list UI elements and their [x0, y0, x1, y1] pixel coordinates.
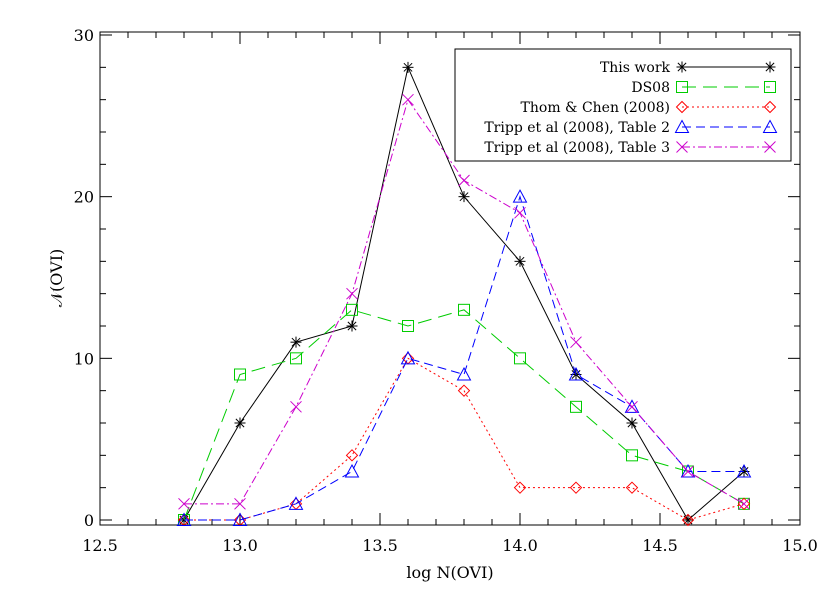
data-point — [458, 303, 470, 316]
y-tick-label: 30 — [74, 26, 94, 45]
data-point — [178, 497, 190, 510]
legend: This work DS08 Thom & Chen (2008) Tripp et … — [454, 48, 792, 162]
legend-marker — [676, 141, 688, 153]
data-point — [458, 174, 470, 187]
data-point — [680, 463, 696, 478]
data-point — [234, 417, 246, 429]
data-point — [514, 255, 526, 267]
series-line — [183, 309, 745, 521]
data-point — [514, 206, 526, 219]
series-line — [184, 357, 745, 521]
plot-frame — [99, 31, 801, 526]
data-point — [512, 189, 528, 203]
data-point — [290, 400, 302, 413]
x-axis-title: log N(OVI) — [406, 563, 493, 582]
legend-label: This work — [600, 60, 671, 76]
y-axis-title: 𝒩(OVI) — [47, 249, 66, 308]
data-point — [457, 384, 471, 397]
data-point — [288, 496, 304, 510]
series-3 — [177, 352, 751, 527]
data-point — [234, 497, 246, 510]
data-point — [568, 366, 584, 381]
data-point — [626, 449, 638, 462]
series-2 — [178, 303, 750, 526]
data-point — [402, 61, 414, 73]
x-tick-label: 13.0 — [222, 536, 258, 555]
data-point — [402, 93, 414, 106]
legend-label: Thom & Chen (2008) — [521, 100, 670, 116]
legend-marker — [764, 81, 776, 93]
legend-marker — [763, 100, 777, 114]
data-point — [176, 512, 192, 526]
x-tick-label: 13.5 — [362, 536, 398, 555]
legend-marker — [675, 100, 689, 114]
data-point — [290, 352, 302, 365]
series-5 — [178, 93, 750, 510]
data-point — [569, 481, 583, 494]
legend-marker — [674, 119, 690, 133]
legend-marker — [676, 81, 688, 93]
legend-label: Tripp et al (2008), Table 3 — [484, 140, 670, 156]
legend-label: DS08 — [631, 80, 670, 96]
legend-marker — [764, 61, 776, 73]
legend-marker — [762, 119, 778, 133]
data-point — [345, 449, 359, 462]
data-point — [290, 336, 302, 348]
tick-labels: 12.5 13.0 13.5 14.0 14.5 15.0 0 10 20 30 — [74, 26, 818, 555]
data-point — [682, 465, 694, 478]
legend-marker — [676, 61, 688, 73]
x-tick-label: 14.0 — [502, 536, 538, 555]
y-tick-label: 0 — [84, 511, 94, 530]
series-4 — [176, 189, 752, 526]
data-point — [625, 481, 639, 494]
data-point — [570, 336, 582, 349]
data-point — [681, 513, 695, 527]
x-tick-label: 14.5 — [642, 536, 678, 555]
data-point — [346, 287, 358, 300]
y-tick-label: 10 — [74, 349, 94, 368]
y-tick-label: 20 — [74, 188, 94, 207]
data-point — [402, 320, 414, 332]
data-point — [570, 400, 582, 413]
legend-marker — [764, 141, 776, 153]
x-tick-label: 12.5 — [82, 536, 118, 555]
legend-label: Tripp et al (2008), Table 2 — [484, 120, 670, 136]
data-point — [624, 399, 640, 413]
data-point — [626, 417, 638, 429]
data-point — [682, 514, 694, 526]
x-tick-label: 15.0 — [782, 536, 818, 555]
data-point — [344, 463, 360, 478]
data-point — [513, 481, 527, 494]
data-point — [458, 191, 470, 203]
data-point — [626, 400, 638, 413]
series-layer — [176, 61, 752, 527]
data-point — [738, 497, 750, 510]
data-point — [400, 350, 416, 365]
data-point — [346, 303, 358, 316]
data-point — [514, 352, 526, 365]
data-point — [456, 366, 472, 381]
data-point — [346, 320, 358, 332]
data-point — [736, 463, 752, 478]
axis-ticks — [99, 32, 801, 525]
data-point — [232, 512, 248, 526]
legend-box — [454, 48, 792, 162]
data-point — [234, 368, 246, 381]
